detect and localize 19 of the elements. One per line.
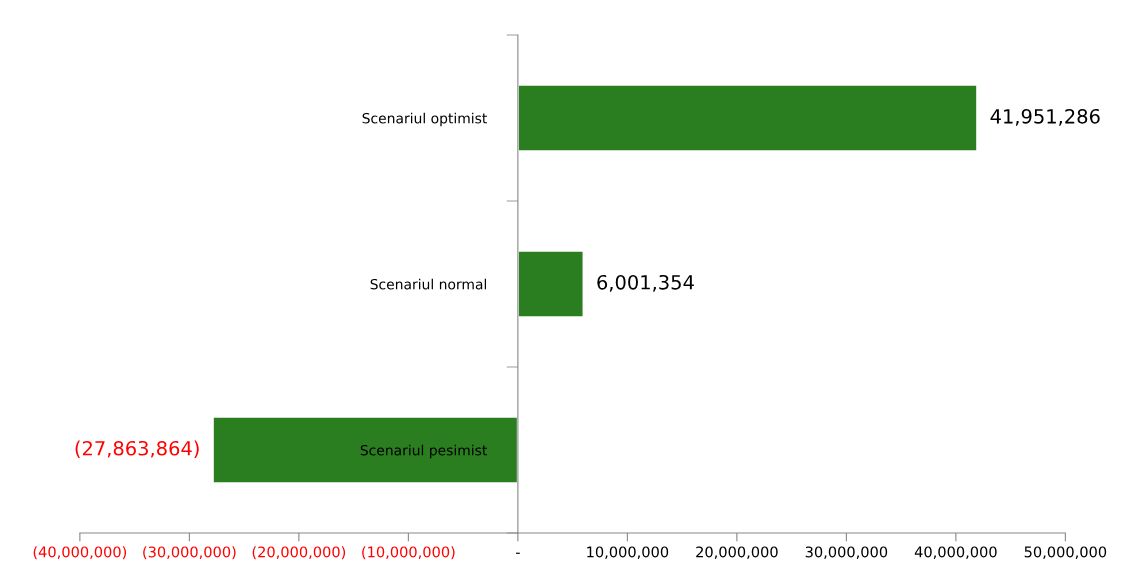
x-tick-label: 50,000,000 <box>1024 546 1107 559</box>
x-tick-label: (40,000,000) <box>33 546 127 560</box>
x-tick-label: (30,000,000) <box>143 546 236 560</box>
y-tick-label: Scenariul normal <box>370 278 487 290</box>
x-tick-label: (10,000,000) <box>362 546 455 560</box>
x-tick-label: 40,000,000 <box>914 546 997 559</box>
data-label: (27,863,864) <box>75 440 199 458</box>
bar <box>211 415 519 485</box>
bar <box>516 83 979 153</box>
x-tick-label: 10,000,000 <box>587 546 669 559</box>
x-tick-label: (20,000,000) <box>252 546 346 560</box>
bar <box>516 249 585 319</box>
data-label: 41,951,286 <box>990 108 1100 126</box>
x-tick-label: - <box>515 552 520 554</box>
data-label: 6,001,354 <box>597 274 694 292</box>
y-tick-label: Scenariul pesimist <box>360 444 487 459</box>
x-tick-label: 30,000,000 <box>805 546 888 559</box>
x-tick-label: 20,000,000 <box>696 546 778 559</box>
y-tick-label: Scenariul optimist <box>362 112 487 127</box>
